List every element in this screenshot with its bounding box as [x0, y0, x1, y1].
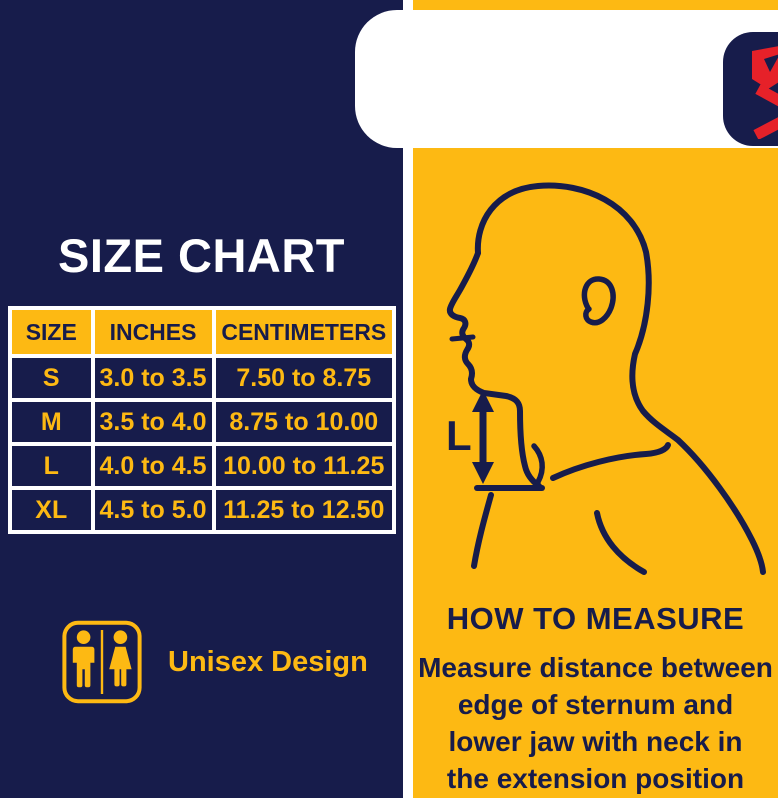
column-header-size: SIZE: [8, 306, 95, 358]
centimeters-cell: 7.50 to 8.75: [211, 354, 396, 402]
table-row: M 3.5 to 4.0 8.75 to 10.00: [8, 398, 396, 446]
unisex-label: Unisex Design: [168, 645, 368, 678]
how-to-measure-line: Measure distance between: [418, 652, 773, 683]
size-cell: L: [8, 442, 95, 490]
head-profile-diagram: L: [446, 182, 766, 575]
inches-cell: 4.0 to 4.5: [90, 442, 216, 490]
centimeters-cell: 10.00 to 11.25: [211, 442, 396, 490]
table-row: XL 4.5 to 5.0 11.25 to 12.50: [8, 486, 396, 534]
logo-card: BLUBUD Feel The Heal ®: [723, 32, 778, 146]
centimeters-cell: 11.25 to 12.50: [211, 486, 396, 534]
size-chart-title: SIZE CHART: [58, 229, 345, 282]
how-to-measure-line: edge of sternum and: [457, 689, 734, 720]
header-row: SIZE INCHES CENTIMETERS: [8, 306, 396, 358]
logo-plate: BLUBUD Feel The Heal ®: [355, 10, 778, 148]
how-to-measure-text: Measure distance between edge of sternum…: [413, 649, 778, 797]
size-cell: S: [8, 354, 95, 402]
table-row: L 4.0 to 4.5 10.00 to 11.25: [8, 442, 396, 490]
how-to-measure-line: the extension position: [446, 763, 745, 794]
column-header-inches: INCHES: [90, 306, 216, 358]
column-header-centimeters: CENTIMETERS: [211, 306, 396, 358]
inches-cell: 3.5 to 4.0: [90, 398, 216, 446]
double-arrow-icon: [472, 390, 494, 484]
size-cell: M: [8, 398, 95, 446]
measure-length-label: L: [446, 412, 472, 459]
male-female-icon: [62, 620, 142, 704]
unisex-design-row: Unisex Design: [62, 620, 368, 704]
blubud-b-icon: [752, 46, 778, 139]
size-chart-table: SIZE INCHES CENTIMETERS S 3.0 to 3.5 7.5…: [8, 306, 396, 534]
panel-divider: [403, 0, 413, 798]
centimeters-cell: 8.75 to 10.00: [211, 398, 396, 446]
inches-cell: 3.0 to 3.5: [90, 354, 216, 402]
inches-cell: 4.5 to 5.0: [90, 486, 216, 534]
how-to-measure-line: lower jaw with neck in: [448, 726, 743, 757]
table-row: S 3.0 to 3.5 7.50 to 8.75: [8, 354, 396, 402]
how-to-measure-title: HOW TO MEASURE: [446, 601, 745, 636]
size-cell: XL: [8, 486, 95, 534]
